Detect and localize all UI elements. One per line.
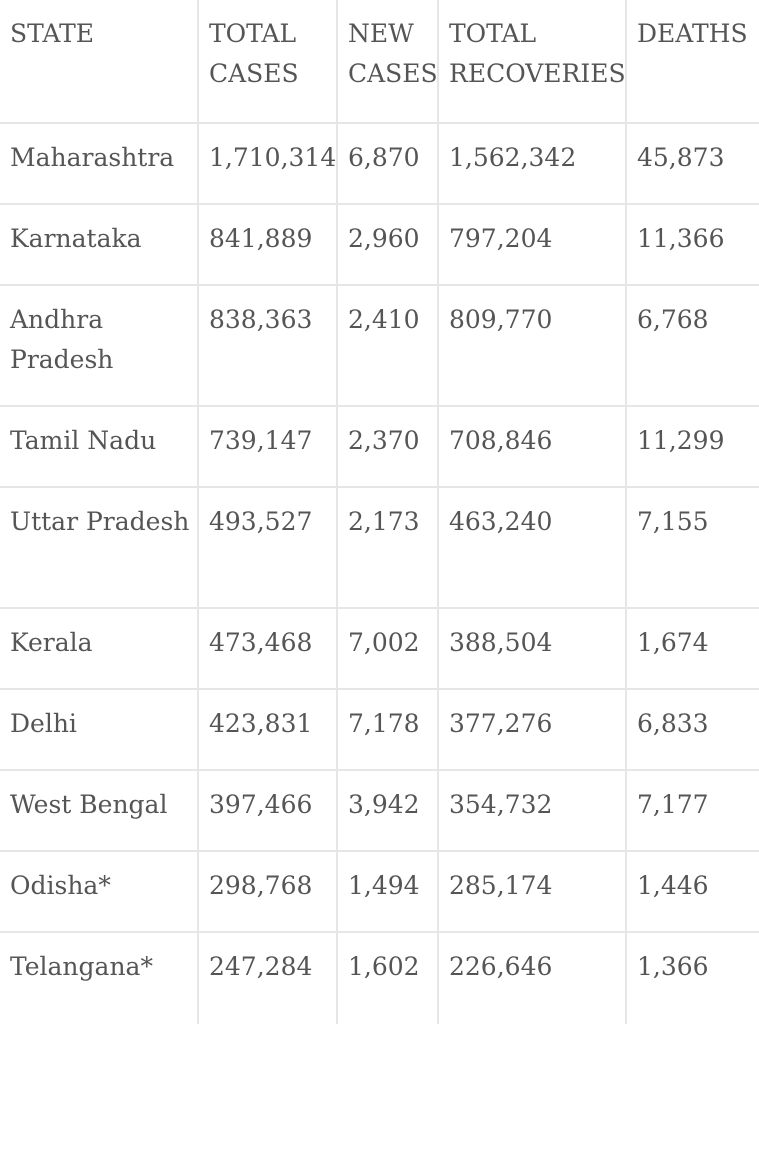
header-total-recoveries: TOTAL RECOVERIES (437, 0, 627, 124)
cell-state: Maharashtra (0, 122, 199, 205)
cell-state: Tamil Nadu (0, 405, 199, 488)
cell-total-cases: 838,363 (197, 284, 338, 407)
header-state: STATE (0, 0, 199, 124)
cell-state: West Bengal (0, 769, 199, 852)
cell-state: Uttar Pradesh (0, 486, 199, 609)
table-row: Tamil Nadu 739,147 2,370 708,846 11,299 (0, 405, 759, 488)
cell-state: Odisha* (0, 850, 199, 933)
header-new-cases: NEW CASES (336, 0, 439, 124)
cell-new-cases: 1,494 (336, 850, 439, 933)
cell-new-cases: 2,173 (336, 486, 439, 609)
cell-new-cases: 6,870 (336, 122, 439, 205)
table-row: Odisha* 298,768 1,494 285,174 1,446 (0, 850, 759, 933)
header-total-cases: TOTAL CASES (197, 0, 338, 124)
cell-deaths: 6,768 (625, 284, 759, 407)
cell-deaths: 1,674 (625, 607, 759, 690)
cell-deaths: 1,366 (625, 931, 759, 1024)
cell-deaths: 11,299 (625, 405, 759, 488)
cell-total-recoveries: 226,646 (437, 931, 627, 1024)
cell-total-cases: 247,284 (197, 931, 338, 1024)
cell-total-cases: 739,147 (197, 405, 338, 488)
cell-total-recoveries: 354,732 (437, 769, 627, 852)
cell-deaths: 7,155 (625, 486, 759, 609)
table-row: Uttar Pradesh 493,527 2,173 463,240 7,15… (0, 486, 759, 609)
cell-total-recoveries: 708,846 (437, 405, 627, 488)
table-row: Andhra Pradesh 838,363 2,410 809,770 6,7… (0, 284, 759, 407)
cell-new-cases: 2,370 (336, 405, 439, 488)
cell-deaths: 6,833 (625, 688, 759, 771)
cell-total-cases: 493,527 (197, 486, 338, 609)
cell-state: Telangana* (0, 931, 199, 1024)
cell-new-cases: 7,002 (336, 607, 439, 690)
cell-total-recoveries: 809,770 (437, 284, 627, 407)
table-row: Kerala 473,468 7,002 388,504 1,674 (0, 607, 759, 690)
table-row: Delhi 423,831 7,178 377,276 6,833 (0, 688, 759, 771)
header-row: STATE TOTAL CASES NEW CASES TOTAL RECOVE… (0, 0, 759, 124)
cell-total-recoveries: 377,276 (437, 688, 627, 771)
cell-state: Kerala (0, 607, 199, 690)
cell-total-cases: 423,831 (197, 688, 338, 771)
cell-deaths: 1,446 (625, 850, 759, 933)
cell-total-cases: 1,710,314 (197, 122, 338, 205)
state-cases-table: STATE TOTAL CASES NEW CASES TOTAL RECOVE… (0, 0, 759, 1024)
cell-new-cases: 1,602 (336, 931, 439, 1024)
cell-total-recoveries: 463,240 (437, 486, 627, 609)
table-row: Telangana* 247,284 1,602 226,646 1,366 (0, 931, 759, 1024)
cell-new-cases: 7,178 (336, 688, 439, 771)
cell-deaths: 45,873 (625, 122, 759, 205)
cell-new-cases: 3,942 (336, 769, 439, 852)
table-row: West Bengal 397,466 3,942 354,732 7,177 (0, 769, 759, 852)
cell-new-cases: 2,960 (336, 203, 439, 286)
table-row: Maharashtra 1,710,314 6,870 1,562,342 45… (0, 122, 759, 205)
cell-total-recoveries: 388,504 (437, 607, 627, 690)
cell-total-cases: 298,768 (197, 850, 338, 933)
cell-new-cases: 2,410 (336, 284, 439, 407)
cell-total-cases: 841,889 (197, 203, 338, 286)
cell-total-recoveries: 1,562,342 (437, 122, 627, 205)
cell-total-recoveries: 285,174 (437, 850, 627, 933)
cell-deaths: 7,177 (625, 769, 759, 852)
cell-state: Delhi (0, 688, 199, 771)
cell-total-recoveries: 797,204 (437, 203, 627, 286)
cell-state: Karnataka (0, 203, 199, 286)
cell-state: Andhra Pradesh (0, 284, 199, 407)
cell-total-cases: 397,466 (197, 769, 338, 852)
table-row: Karnataka 841,889 2,960 797,204 11,366 (0, 203, 759, 286)
header-deaths: DEATHS (625, 0, 759, 124)
cell-deaths: 11,366 (625, 203, 759, 286)
cell-total-cases: 473,468 (197, 607, 338, 690)
